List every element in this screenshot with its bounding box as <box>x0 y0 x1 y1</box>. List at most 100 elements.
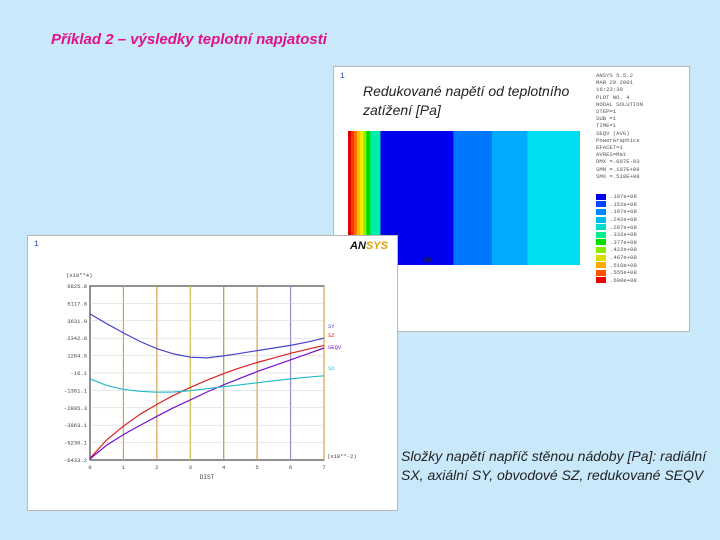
y-multiplier-label: (x10**4) <box>66 272 92 279</box>
y-tick-label: -5230.1 <box>64 440 88 447</box>
legend-value: .197e+08 <box>610 208 637 216</box>
info-line: STEP=1 <box>596 108 617 116</box>
info-line: 16:23:30 <box>596 86 623 94</box>
ansys-info-block: ANSYS 5.5.2 MAR 29 2001 16:23:30 PLOT NO. 4… <box>596 72 688 180</box>
legend-label-seqv: SEQV <box>328 344 342 351</box>
contour-band <box>351 131 355 265</box>
contour-band <box>363 131 367 265</box>
y-tick-label: -3963.1 <box>64 422 88 429</box>
x-tick-label: 6 <box>289 464 292 471</box>
legend-value: .555e+08 <box>610 269 637 277</box>
x-tick-label: 2 <box>155 464 158 471</box>
legend-label-sx: SX <box>328 365 335 372</box>
slide-title: Příklad 2 – výsledky teplotní napjatosti <box>51 31 327 48</box>
series-line-sx <box>89 375 325 393</box>
info-line: SEQV (AVG) <box>596 129 630 137</box>
x-tick-label: 3 <box>189 464 192 471</box>
legend-row: .467e+08 <box>596 254 688 262</box>
x-tick-label: 1 <box>122 464 126 471</box>
legend-swatch <box>596 231 606 238</box>
legend-row: .422e+08 <box>596 246 688 254</box>
legend-swatch <box>596 254 606 261</box>
legend-row: .332e+08 <box>596 231 688 239</box>
legend-value: .107e+08 <box>610 193 637 201</box>
window-number: 1 <box>340 72 345 81</box>
legend-swatch <box>596 277 606 284</box>
contour-band <box>402 131 454 265</box>
legend-row: .107e+08 <box>596 193 688 201</box>
x-tick-label: 4 <box>222 464 226 471</box>
y-tick-label: 6825.8 <box>67 283 87 290</box>
legend-value: .287e+08 <box>610 223 637 231</box>
legend-swatch <box>596 269 606 276</box>
legend-swatch <box>596 208 606 215</box>
info-line: PLOT NO. 4 <box>596 93 630 101</box>
info-line: SMX =.510E+08 <box>596 172 640 180</box>
min-marker-label: MN <box>424 257 432 264</box>
graph-caption: Složky napětí napříč stěnou nádoby [Pa]:… <box>401 448 707 483</box>
legend-value: .377e+08 <box>610 238 637 246</box>
legend-value: .510e+08 <box>610 261 637 269</box>
x-tick-label: 7 <box>322 464 325 471</box>
y-tick-label: -6433.2 <box>64 457 87 464</box>
series-line-sz <box>89 344 325 459</box>
legend-swatch <box>596 239 606 246</box>
legend-value: .467e+08 <box>610 254 637 262</box>
contour-plot-panel: 1 Redukované napětí od teplotního zatíže… <box>333 66 690 332</box>
x-multiplier-label: (x10**-2) <box>327 453 357 460</box>
info-line: SUB =1 <box>596 115 617 123</box>
x-axis-label: DIST <box>200 474 215 481</box>
info-line: NODAL SOLUTION <box>596 100 643 108</box>
legend-swatch <box>596 224 606 231</box>
legend-row: .287e+08 <box>596 223 688 231</box>
info-line: AVRES=Mat <box>596 151 627 159</box>
legend-row: .377e+08 <box>596 239 688 247</box>
legend-row: .510e+08 <box>596 261 688 269</box>
contour-band <box>380 131 404 265</box>
contour-bands: MN <box>348 131 580 265</box>
legend-value: .600e+08 <box>610 276 637 284</box>
ansys-logo: ANSYS <box>350 240 388 252</box>
contour-band <box>348 131 352 265</box>
info-line: EFACET=1 <box>596 144 623 152</box>
series-line-sy <box>89 313 325 359</box>
legend-value: .422e+08 <box>610 246 637 254</box>
y-tick-label: 5117.0 <box>67 300 87 307</box>
y-tick-label: -16.1 <box>70 370 87 377</box>
contour-caption: Redukované napětí od teplotního zatížení… <box>363 83 570 118</box>
legend-row: .242e+08 <box>596 216 688 224</box>
contour-band <box>357 131 361 265</box>
legend-row: .197e+08 <box>596 208 688 216</box>
contour-band <box>370 131 381 265</box>
contour-legend: .107e+08.152e+08.197e+08.242e+08.287e+08… <box>596 193 688 284</box>
legend-swatch <box>596 216 606 223</box>
legend-swatch <box>596 262 606 269</box>
x-tick-label: 0 <box>88 464 91 471</box>
contour-band <box>366 131 371 265</box>
y-tick-label: 3631.9 <box>67 318 87 325</box>
legend-value: .152e+08 <box>610 200 637 208</box>
info-line: TIME=1 <box>596 122 617 130</box>
legend-row: .600e+08 <box>596 277 688 285</box>
info-line: MAR 29 2001 <box>596 79 633 87</box>
contour-band <box>360 131 364 265</box>
y-tick-label: 1284.5 <box>67 353 87 360</box>
contour-band <box>354 131 358 265</box>
y-tick-label: -2805.3 <box>64 405 87 412</box>
info-line: SMN =.107E+08 <box>596 165 640 173</box>
legend-label-sy: SY <box>328 323 335 330</box>
window-number: 1 <box>34 240 39 249</box>
stress-line-chart: (x10**4) 6825.8 5117.0 3631.9 2342.8 1284.5 -1… <box>64 272 357 481</box>
legend-swatch <box>596 201 606 208</box>
legend-row: .152e+08 <box>596 201 688 209</box>
contour-band <box>453 131 493 265</box>
contour-band <box>527 131 580 265</box>
legend-value: .242e+08 <box>610 216 637 224</box>
legend-swatch <box>596 193 606 200</box>
y-tick-label: -1301.1 <box>64 387 88 394</box>
info-line: ANSYS 5.5.2 <box>596 72 633 79</box>
legend-label-sz: SZ <box>328 332 335 339</box>
series-line-seqv <box>89 347 325 460</box>
info-line: DMX =.607E-03 <box>596 158 640 166</box>
y-tick-label: 2342.8 <box>67 335 87 342</box>
